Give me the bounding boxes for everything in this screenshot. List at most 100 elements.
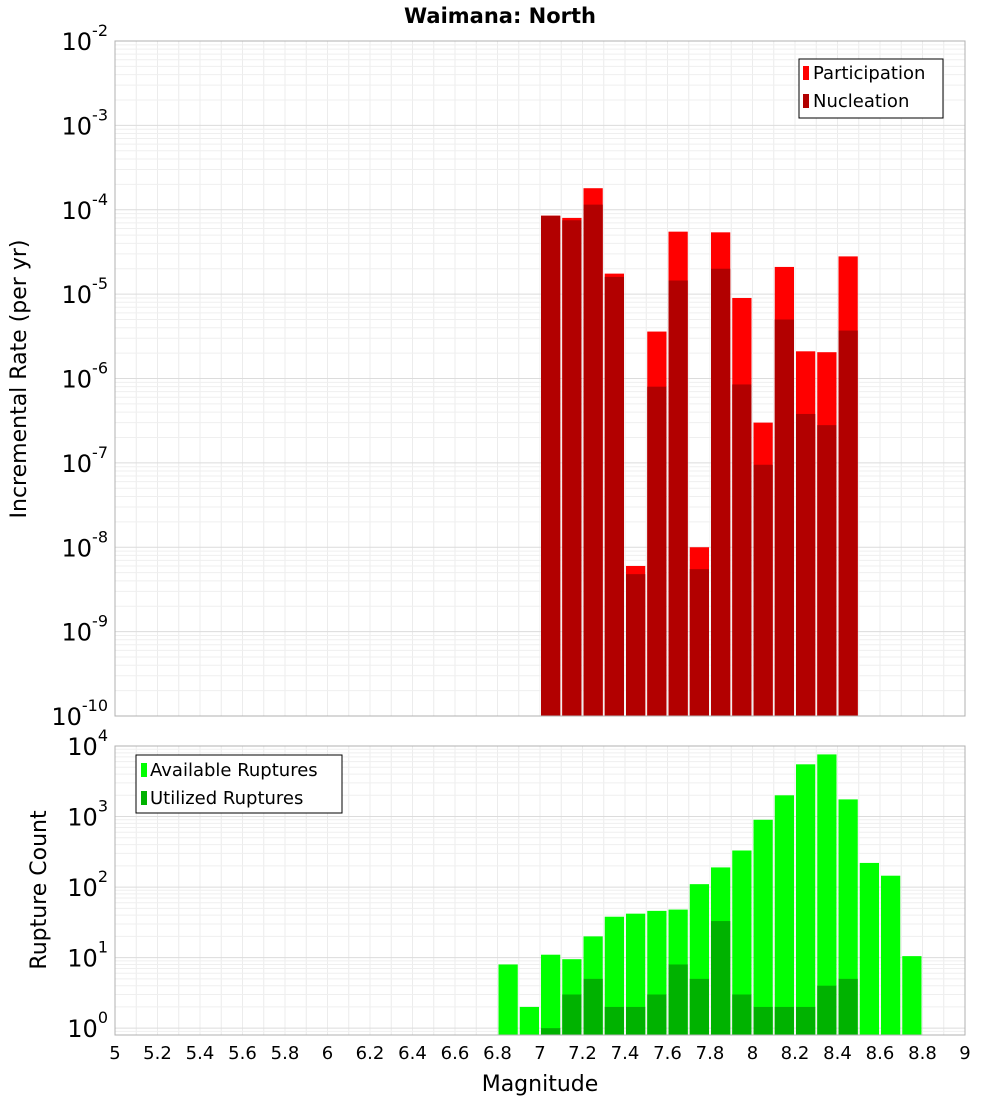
bottom-bar-series0-16 xyxy=(838,799,858,1035)
top-ytick-label: 10-8 xyxy=(62,527,109,562)
bottom-bar-series0-2 xyxy=(541,954,561,1035)
bottom-bar-series0-19 xyxy=(902,956,922,1035)
xtick-label: 6.4 xyxy=(398,1043,427,1064)
legend-swatch-nucleation xyxy=(803,94,809,108)
bottom-bar-series1-9 xyxy=(689,978,709,1035)
bottom-bar-series0-1 xyxy=(519,1006,539,1035)
top-panel: 10-10 10-9 10-8 10-7 10-6 10-5 10-4 10-3 10-2 In… xyxy=(7,21,966,731)
top-bar-series1-12 xyxy=(796,413,816,716)
bottom-bar-series1-7 xyxy=(647,994,667,1035)
bottom-panel: 100 101 102 103 104 5 5.2 5.4 5.6 5.8 6 6.2 6.4 6.6 6… xyxy=(27,726,971,1097)
x-tick-labels: 5 5.2 5.4 5.6 5.8 6 6.2 6.4 6.6 6.8 7 7.2 7.4 7.6 7.8 8… xyxy=(109,1043,970,1064)
xtick-label: 7.8 xyxy=(696,1043,725,1064)
xtick-label: 8.8 xyxy=(908,1043,937,1064)
bottom-bar-series0-0 xyxy=(498,964,518,1035)
top-bar-series1-14 xyxy=(838,330,858,716)
bottom-bar-series1-15 xyxy=(817,985,837,1035)
xtick-label: 7.2 xyxy=(568,1043,597,1064)
top-legend: Participation Nucleation xyxy=(798,58,944,119)
bottom-bar-series1-8 xyxy=(668,964,688,1035)
top-ytick-label: 10-6 xyxy=(62,359,109,394)
bottom-bar-series0-6 xyxy=(626,913,646,1035)
top-bars xyxy=(541,188,858,717)
bottom-bar-series0-13 xyxy=(774,795,794,1035)
bottom-bar-series0-11 xyxy=(732,850,752,1035)
bottom-ytick-label: 101 xyxy=(67,938,108,973)
bottom-bar-series0-12 xyxy=(753,819,773,1035)
top-bar-series1-3 xyxy=(604,276,624,716)
xtick-label: 8 xyxy=(747,1043,758,1064)
bottom-bar-series1-12 xyxy=(753,1006,773,1035)
bottom-bar-series1-11 xyxy=(732,994,752,1035)
top-bar-series1-7 xyxy=(689,569,709,716)
xtick-label: 5.2 xyxy=(143,1043,172,1064)
top-ytick-label: 10-5 xyxy=(62,274,109,309)
top-ytick-label: 10-3 xyxy=(62,105,109,140)
top-bar-series1-8 xyxy=(711,268,731,716)
bottom-bar-series1-13 xyxy=(774,1006,794,1035)
top-bar-series1-10 xyxy=(753,464,773,716)
bottom-bar-series1-5 xyxy=(604,1006,624,1035)
bottom-bar-series1-6 xyxy=(626,1006,646,1035)
bottom-ytick-label: 100 xyxy=(67,1008,108,1043)
xtick-label: 5.4 xyxy=(186,1043,215,1064)
bottom-bar-series0-14 xyxy=(796,764,816,1035)
top-ytick-label: 10-10 xyxy=(51,696,108,731)
xtick-label: 5 xyxy=(109,1043,120,1064)
bottom-legend: Available Ruptures Utilized Ruptures xyxy=(135,754,343,814)
top-bar-series1-13 xyxy=(817,425,837,716)
top-gridlines xyxy=(115,41,965,716)
bottom-bar-series0-15 xyxy=(817,754,837,1035)
xtick-label: 8.4 xyxy=(823,1043,852,1064)
legend-label-participation: Participation xyxy=(813,63,925,84)
legend-swatch-utilized-ruptures xyxy=(141,791,147,805)
xtick-label: 6.2 xyxy=(356,1043,385,1064)
legend-label-nucleation: Nucleation xyxy=(813,91,909,112)
xtick-label: 7.6 xyxy=(653,1043,682,1064)
xtick-label: 8.2 xyxy=(781,1043,810,1064)
bottom-bar-series1-14 xyxy=(796,1006,816,1035)
top-legend-box xyxy=(798,58,944,119)
x-axis-label: Magnitude xyxy=(482,1072,599,1097)
top-y-tick-labels: 10-10 10-9 10-8 10-7 10-6 10-5 10-4 10-3 10-2 xyxy=(51,21,108,731)
top-bar-series1-2 xyxy=(583,204,603,717)
top-ytick-label: 10-7 xyxy=(62,443,109,478)
bottom-bar-series0-17 xyxy=(859,862,879,1035)
legend-label-utilized-ruptures: Utilized Ruptures xyxy=(150,788,303,809)
xtick-label: 9 xyxy=(959,1043,970,1064)
xtick-label: 7.4 xyxy=(611,1043,640,1064)
bottom-bar-series1-10 xyxy=(711,921,731,1035)
xtick-label: 8.6 xyxy=(866,1043,895,1064)
bottom-bar-series0-18 xyxy=(881,875,901,1035)
bottom-bar-series1-16 xyxy=(838,978,858,1035)
bottom-ytick-label: 103 xyxy=(67,797,108,832)
bottom-bars xyxy=(498,754,922,1035)
bottom-bar-series1-4 xyxy=(583,978,603,1035)
top-bar-series1-1 xyxy=(562,220,582,717)
top-bar-series1-9 xyxy=(732,384,752,716)
bottom-legend-box xyxy=(135,754,343,814)
bottom-bar-series1-3 xyxy=(562,994,582,1035)
top-bar-series1-11 xyxy=(774,319,794,716)
xtick-label: 5.6 xyxy=(228,1043,257,1064)
legend-label-available-ruptures: Available Ruptures xyxy=(150,760,318,781)
xtick-label: 6 xyxy=(322,1043,333,1064)
top-bar-series1-5 xyxy=(647,386,667,716)
top-bar-series1-0 xyxy=(541,215,561,717)
chart-title: Waimana: North xyxy=(404,4,596,28)
legend-swatch-participation xyxy=(803,66,809,80)
xtick-label: 6.6 xyxy=(441,1043,470,1064)
bottom-bar-series1-2 xyxy=(541,1028,561,1035)
xtick-label: 7 xyxy=(534,1043,545,1064)
legend-swatch-available-ruptures xyxy=(141,763,147,777)
top-ytick-label: 10-2 xyxy=(62,21,109,56)
top-plot-frame xyxy=(114,40,966,717)
bottom-plot-frame xyxy=(114,745,966,1036)
xtick-label: 5.8 xyxy=(271,1043,300,1064)
bottom-ytick-label: 104 xyxy=(67,726,108,761)
top-ytick-label: 10-4 xyxy=(62,190,109,225)
bottom-ytick-label: 102 xyxy=(67,867,108,902)
xtick-label: 6.8 xyxy=(483,1043,512,1064)
top-ytick-label: 10-9 xyxy=(62,612,109,647)
